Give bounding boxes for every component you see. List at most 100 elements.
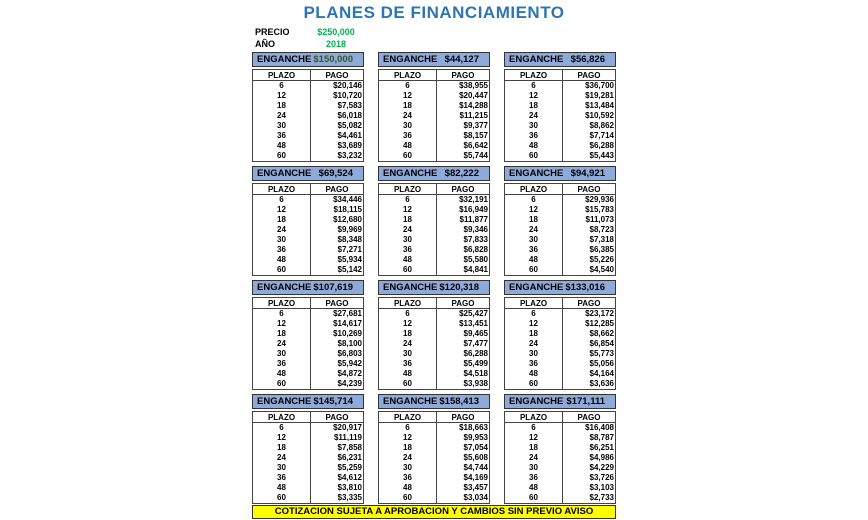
plazo-cell: 60 xyxy=(252,379,311,390)
table-row: 60 $4,239 xyxy=(252,379,364,390)
precio-value: $250,000 xyxy=(317,27,355,37)
pago-cell: $20,917 xyxy=(333,423,362,432)
pago-cell: $4,229 xyxy=(589,463,614,472)
pago-cell: $12,285 xyxy=(585,319,614,328)
payment-table: PLAZO PAGO 6 $27,681 12 $14,617 18 $10,269 24 $8,… xyxy=(252,297,364,390)
pago-cell: $5,608 xyxy=(463,453,488,462)
plan-block: ENGANCHE $158,413 PLAZO PAGO 6 $18,663 12 $9,9… xyxy=(378,394,490,504)
plazo-cell: 30 xyxy=(252,463,311,473)
pago-cell: $9,377 xyxy=(463,121,488,130)
pago-cell: $32,191 xyxy=(459,195,488,204)
table-row: 18 $12,680 xyxy=(252,215,364,225)
pago-cell: $3,636 xyxy=(589,379,614,388)
plan-block: ENGANCHE $171,111 PLAZO PAGO 6 $16,408 12 $8,7… xyxy=(504,394,616,504)
table-row: 6 $32,191 xyxy=(378,194,490,205)
plazo-cell: 30 xyxy=(504,121,563,131)
table-row: 36 $7,714 xyxy=(504,131,616,141)
plazo-cell: 6 xyxy=(504,422,563,433)
plan-block: ENGANCHE $133,016 PLAZO PAGO 6 $23,172 12 $12,… xyxy=(504,280,616,390)
table-row: 30 $6,803 xyxy=(252,349,364,359)
table-row: 48 $4,518 xyxy=(378,369,490,379)
plazo-cell: 30 xyxy=(378,235,437,245)
table-header-row: PLAZO PAGO xyxy=(378,411,490,423)
plazo-cell: 36 xyxy=(504,245,563,255)
pago-cell: $11,119 xyxy=(333,433,362,442)
enganche-value: $107,619 xyxy=(313,282,353,293)
enganche-header: ENGANCHE $120,318 xyxy=(378,280,490,295)
plan-block: ENGANCHE $56,826 PLAZO PAGO 6 $36,700 12 $19,2… xyxy=(504,52,616,162)
table-row: 30 $5,773 xyxy=(504,349,616,359)
pago-header: PAGO xyxy=(436,69,490,81)
pago-cell: $9,969 xyxy=(337,225,362,234)
enganche-header: ENGANCHE $171,111 xyxy=(504,394,616,409)
plazo-cell: 36 xyxy=(378,359,437,369)
enganche-header: ENGANCHE $56,826 xyxy=(504,52,616,67)
table-row: 48 $4,872 xyxy=(252,369,364,379)
pago-cell: $7,477 xyxy=(463,339,488,348)
enganche-label: ENGANCHE xyxy=(383,54,438,65)
pago-cell: $3,938 xyxy=(463,379,488,388)
table-row: 30 $7,318 xyxy=(504,235,616,245)
table-row: 12 $11,119 xyxy=(252,433,364,443)
plazo-cell: 36 xyxy=(252,131,311,141)
plazo-cell: 6 xyxy=(378,194,437,205)
pago-cell: $8,348 xyxy=(337,235,362,244)
table-row: 24 $8,100 xyxy=(252,339,364,349)
pago-cell: $7,858 xyxy=(337,443,362,452)
table-row: 18 $8,662 xyxy=(504,329,616,339)
table-row: 30 $4,229 xyxy=(504,463,616,473)
table-row: 6 $34,446 xyxy=(252,194,364,205)
payment-table: PLAZO PAGO 6 $20,917 12 $11,119 18 $7,858 24 $6,2… xyxy=(252,411,364,504)
table-row: 30 $4,744 xyxy=(378,463,490,473)
plazo-cell: 24 xyxy=(252,453,311,463)
pago-cell: $5,142 xyxy=(337,265,362,274)
payment-table: PLAZO PAGO 6 $25,427 12 $13,451 18 $9,465 24 $7,4… xyxy=(378,297,490,390)
table-header-row: PLAZO PAGO xyxy=(378,69,490,81)
enganche-value: $133,016 xyxy=(565,282,605,293)
table-row: 30 $8,348 xyxy=(252,235,364,245)
plazo-header: PLAZO xyxy=(378,69,437,81)
plazo-cell: 60 xyxy=(252,265,311,276)
plazo-cell: 48 xyxy=(252,255,311,265)
pago-cell: $4,612 xyxy=(337,473,362,482)
plazo-cell: 6 xyxy=(378,308,437,319)
plazo-cell: 60 xyxy=(252,493,311,504)
enganche-value: $158,413 xyxy=(439,396,479,407)
plazo-cell: 18 xyxy=(378,443,437,453)
enganche-label: ENGANCHE xyxy=(509,54,564,65)
pago-cell: $27,681 xyxy=(333,309,362,318)
table-row: 60 $3,232 xyxy=(252,151,364,162)
pago-cell: $4,872 xyxy=(337,369,362,378)
plazo-cell: 36 xyxy=(378,473,437,483)
table-row: 12 $10,720 xyxy=(252,91,364,101)
plan-block: ENGANCHE $145,714 PLAZO PAGO 6 $20,917 12 $11,… xyxy=(252,394,364,504)
pago-cell: $16,408 xyxy=(585,423,614,432)
table-row: 48 $5,580 xyxy=(378,255,490,265)
plazo-cell: 30 xyxy=(252,235,311,245)
table-row: 6 $20,146 xyxy=(252,80,364,91)
enganche-header: ENGANCHE $82,222 xyxy=(378,166,490,181)
plazo-cell: 18 xyxy=(504,329,563,339)
table-row: 36 $3,726 xyxy=(504,473,616,483)
plazo-header: PLAZO xyxy=(378,411,437,423)
enganche-value: $82,222 xyxy=(444,168,479,179)
plan-block: ENGANCHE $94,921 PLAZO PAGO 6 $29,936 12 $15,7… xyxy=(504,166,616,276)
table-header-row: PLAZO PAGO xyxy=(252,69,364,81)
table-row: 12 $8,787 xyxy=(504,433,616,443)
table-row: 24 $8,723 xyxy=(504,225,616,235)
plazo-header: PLAZO xyxy=(252,69,311,81)
table-row: 48 $4,164 xyxy=(504,369,616,379)
plazo-cell: 36 xyxy=(504,131,563,141)
pago-cell: $10,592 xyxy=(585,111,614,120)
plazo-cell: 18 xyxy=(504,443,563,453)
plazo-cell: 24 xyxy=(504,453,563,463)
table-row: 12 $14,617 xyxy=(252,319,364,329)
pago-header: PAGO xyxy=(562,297,616,309)
pago-cell: $18,115 xyxy=(333,205,362,214)
pago-cell: $5,499 xyxy=(463,359,488,368)
plazo-header: PLAZO xyxy=(378,297,437,309)
table-row: 48 $5,226 xyxy=(504,255,616,265)
table-header-row: PLAZO PAGO xyxy=(252,297,364,309)
table-row: 60 $3,636 xyxy=(504,379,616,390)
plazo-cell: 48 xyxy=(378,255,437,265)
